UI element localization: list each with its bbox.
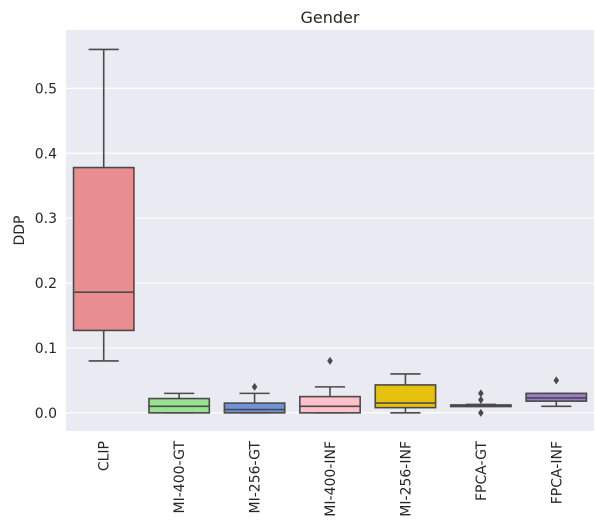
box-group [148,392,211,414]
x-tick-label: FPCA-INF [549,441,565,504]
box-group [525,376,588,408]
y-tick-label: 0.1 [35,341,57,357]
outlier-point [478,395,484,404]
x-tick-label: MI-400-INF [323,441,339,517]
outlier-point [478,389,484,398]
y-tick-label: 0.3 [35,211,57,227]
x-tick-label: MI-256-INF [398,441,414,517]
x-tick-label: FPCA-GT [474,441,490,501]
box-group [449,389,512,417]
outlier-point [553,376,560,385]
grid-lines [66,87,594,414]
x-tick-label: MI-256-GT [248,441,264,514]
y-tick-label: 0.5 [35,81,57,97]
box-iqr [223,402,286,414]
outlier-point [327,356,333,365]
outlier-point [251,382,258,391]
x-tick-label: MI-400-GT [172,441,188,514]
y-tick-label: 0.4 [35,146,57,162]
box-group [299,356,361,414]
outlier-point [478,408,484,417]
box-iqr [374,384,437,409]
box-iqr [299,395,361,414]
y-tick-label: 0.0 [35,406,57,422]
y-tick-label: 0.2 [35,276,57,292]
box-iqr [72,166,135,332]
box-marks [72,48,588,417]
axes: 0.0 0.1 0.2 0.3 0.4 0.5 CLIP MI-400-GT MI-256-GT… [35,81,566,516]
plot-background [66,30,594,431]
box-group [374,373,437,414]
box-group [72,48,135,362]
box-group [223,382,286,414]
y-axis-label: DDP [12,215,28,245]
x-tick-label: CLIP [97,441,113,471]
chart-title: Gender [301,8,360,27]
